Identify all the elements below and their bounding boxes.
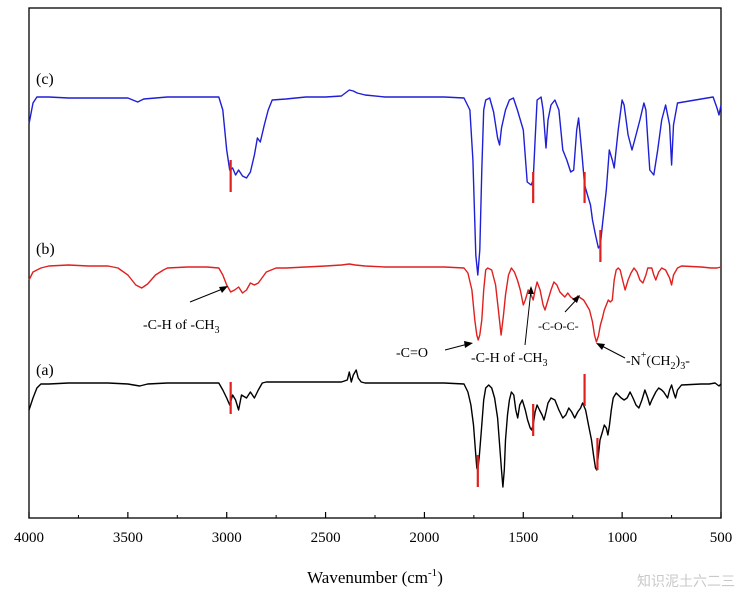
spectra-lines: [28, 89, 722, 488]
series-line-b: [28, 263, 722, 343]
svg-text:-C-O-C-: -C-O-C-: [538, 319, 579, 333]
svg-text:-N+(CH2)3-: -N+(CH2)3-: [626, 350, 690, 372]
plot-frame: [28, 7, 722, 519]
panel-label-c: (c): [36, 71, 54, 88]
annotation-c-o-c: -C-O-C-: [538, 295, 580, 333]
x-tick-label: 4000: [14, 530, 44, 546]
x-tick-label: 1500: [508, 530, 538, 546]
x-tick-label: 1000: [607, 530, 637, 546]
x-axis-label: Wavenumber (cm-1): [307, 567, 443, 587]
peak-markers: [229, 160, 602, 487]
x-axis-ticks: [28, 512, 722, 518]
x-tick-label: 3500: [113, 530, 143, 546]
x-axis-tick-labels: 4000 3500 3000 2500 2000 1500 1000 500: [14, 530, 732, 546]
x-tick-label: 500: [710, 530, 733, 546]
annotation-ch3-right: -C-H of -CH3: [471, 286, 548, 369]
svg-text:-C=O: -C=O: [396, 346, 428, 361]
series-line-a: [28, 369, 722, 488]
panel-label-b: (b): [36, 241, 55, 258]
watermark: 知识泥土六二三: [637, 574, 735, 590]
x-tick-label: 2500: [311, 530, 341, 546]
annotation-ch3-left: -C-H of -CH3: [143, 286, 228, 336]
x-tick-label: 2000: [409, 530, 439, 546]
x-tick-label: 3000: [212, 530, 242, 546]
panel-label-a: (a): [36, 362, 54, 379]
svg-text:-C-H of -CH3: -C-H of -CH3: [471, 351, 548, 369]
annotation-c-o: -C=O: [396, 341, 473, 361]
annotation-n-ch2: -N+(CH2)3-: [596, 343, 690, 372]
svg-text:-C-H of -CH3: -C-H of -CH3: [143, 318, 220, 336]
series-line-c: [28, 89, 722, 276]
